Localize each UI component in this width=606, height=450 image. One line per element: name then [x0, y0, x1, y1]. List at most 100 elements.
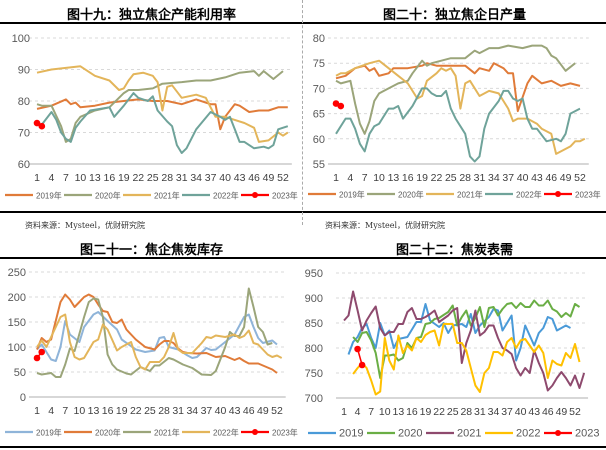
x-tick-label: 49: [263, 172, 275, 184]
x-tick-label: 28: [459, 172, 471, 184]
x-tick-label: 4: [48, 405, 54, 417]
x-tick-label: 34: [488, 172, 500, 184]
x-tick-label: 4: [347, 172, 353, 184]
chart-title: 图十九：独立焦企产能利用率: [66, 8, 236, 23]
legend-label: 2021年: [154, 428, 180, 438]
y-tick-label: 900: [305, 293, 323, 305]
chart-panel-demand: 图二十二：焦炭表需: [303, 225, 606, 450]
y-tick-label: 150: [8, 317, 26, 329]
legend-label: 2022年: [213, 191, 239, 201]
legend-label: 2022: [516, 428, 540, 440]
x-tick-label: 31: [474, 406, 486, 418]
legend-label: 2021年: [457, 190, 483, 200]
series-line-2020: [352, 299, 581, 379]
legend-label: 2019年: [36, 428, 62, 438]
legend-label: 2022年: [213, 428, 239, 438]
x-tick-label: 31: [172, 405, 184, 417]
series-line-2021年: [335, 59, 586, 155]
legend-label: 2019年: [36, 191, 62, 201]
x-tick-label: 25: [144, 405, 156, 417]
data-point-2023年: [33, 119, 41, 127]
x-tick-label: 10: [379, 406, 391, 418]
y-tick-label: 100: [8, 342, 26, 354]
data-point-2023年: [33, 354, 41, 362]
series-line-2020年: [36, 293, 278, 374]
y-tick-label: 80: [313, 33, 325, 45]
legend-marker: [555, 191, 561, 197]
y-tick-label: 70: [313, 83, 325, 95]
y-tick-label: 50: [14, 367, 26, 379]
x-tick-label: 1: [34, 405, 40, 417]
source-note: 资料来源：Mysteel，优财研究院: [325, 221, 446, 230]
x-tick-label: 19: [416, 172, 428, 184]
x-tick-label: 7: [63, 172, 69, 184]
x-tick-label: 22: [431, 172, 443, 184]
legend-label: 2023年: [272, 428, 298, 438]
x-tick-label: 22: [130, 405, 142, 417]
chart-title: 图二十：独立焦企日产量: [382, 8, 526, 23]
y-tick-label: 60: [313, 134, 325, 146]
y-tick-label: 250: [8, 267, 26, 279]
x-tick-label: 16: [102, 405, 114, 417]
legend-label: 2021: [457, 428, 481, 440]
y-tick-label: 950: [305, 268, 323, 280]
x-tick-label: 43: [229, 405, 241, 417]
x-tick-label: 22: [132, 172, 144, 184]
x-tick-label: 19: [116, 405, 128, 417]
chart-panel-inventory: 图二十一：焦企焦炭库存: [0, 225, 303, 450]
x-tick-label: 16: [406, 406, 418, 418]
series-line-2019: [347, 303, 571, 362]
legend-marker: [555, 430, 561, 436]
y-tick-label: 70: [18, 128, 30, 140]
y-tick-label: 65: [313, 109, 325, 121]
y-tick-label: 750: [305, 368, 323, 380]
divider: [0, 211, 606, 213]
x-tick-label: 13: [393, 406, 405, 418]
x-tick-label: 1: [333, 172, 339, 184]
legend-label: 2022年: [516, 190, 542, 200]
x-tick-label: 7: [368, 406, 374, 418]
x-tick-label: 43: [528, 406, 540, 418]
series-line-2022: [352, 323, 581, 396]
legend-label: 2020年: [398, 190, 424, 200]
legend-label: 2020年: [95, 428, 121, 438]
x-tick-label: 10: [74, 405, 86, 417]
legend-marker: [252, 192, 258, 198]
series-line-2021: [343, 290, 586, 392]
chart-panel-utilization: 图十九：独立焦企产能利用率 资料来源：Mysteel，优财研究院: [0, 0, 303, 230]
data-point-2023年: [38, 122, 46, 130]
x-tick-label: 46: [243, 405, 255, 417]
x-tick-label: 13: [89, 172, 101, 184]
x-tick-label: 4: [355, 406, 361, 418]
x-tick-label: 43: [234, 172, 246, 184]
x-tick-label: 31: [474, 172, 486, 184]
x-tick-label: 19: [118, 172, 130, 184]
chart-1: 60 70 80 90 100 1 4 7 10 13 16 19 22 25 28 31 34 37 40 43 46…: [5, 33, 298, 201]
x-tick-label: 52: [277, 172, 289, 184]
x-tick-label: 10: [373, 172, 385, 184]
y-tick-label: 800: [305, 343, 323, 355]
y-tick-label: 700: [305, 393, 323, 405]
x-tick-label: 46: [545, 172, 557, 184]
x-tick-label: 28: [161, 172, 173, 184]
x-tick-label: 19: [420, 406, 432, 418]
chart-title: 图二十二：焦炭表需: [395, 243, 513, 258]
legend-label: 2019: [339, 428, 363, 440]
x-tick-label: 4: [49, 172, 55, 184]
y-tick-label: 0: [20, 392, 26, 404]
y-tick-label: 90: [18, 65, 30, 77]
x-tick-label: 34: [488, 406, 500, 418]
x-tick-label: 25: [447, 406, 459, 418]
legend-label: 2019年: [339, 190, 365, 200]
series-line-2019年: [335, 62, 581, 113]
x-tick-label: 43: [531, 172, 543, 184]
x-tick-label: 34: [186, 405, 198, 417]
chart-title: 图二十一：焦企焦炭库存: [79, 243, 223, 258]
chart-panel-daily-output: 图二十：独立焦企日产量 资料来源：Mysteel，优财研究院: [303, 0, 606, 230]
legend-marker: [252, 429, 258, 435]
data-point-2023: [358, 361, 366, 369]
x-tick-label: 22: [433, 406, 445, 418]
x-tick-label: 28: [460, 406, 472, 418]
y-tick-label: 200: [8, 292, 26, 304]
